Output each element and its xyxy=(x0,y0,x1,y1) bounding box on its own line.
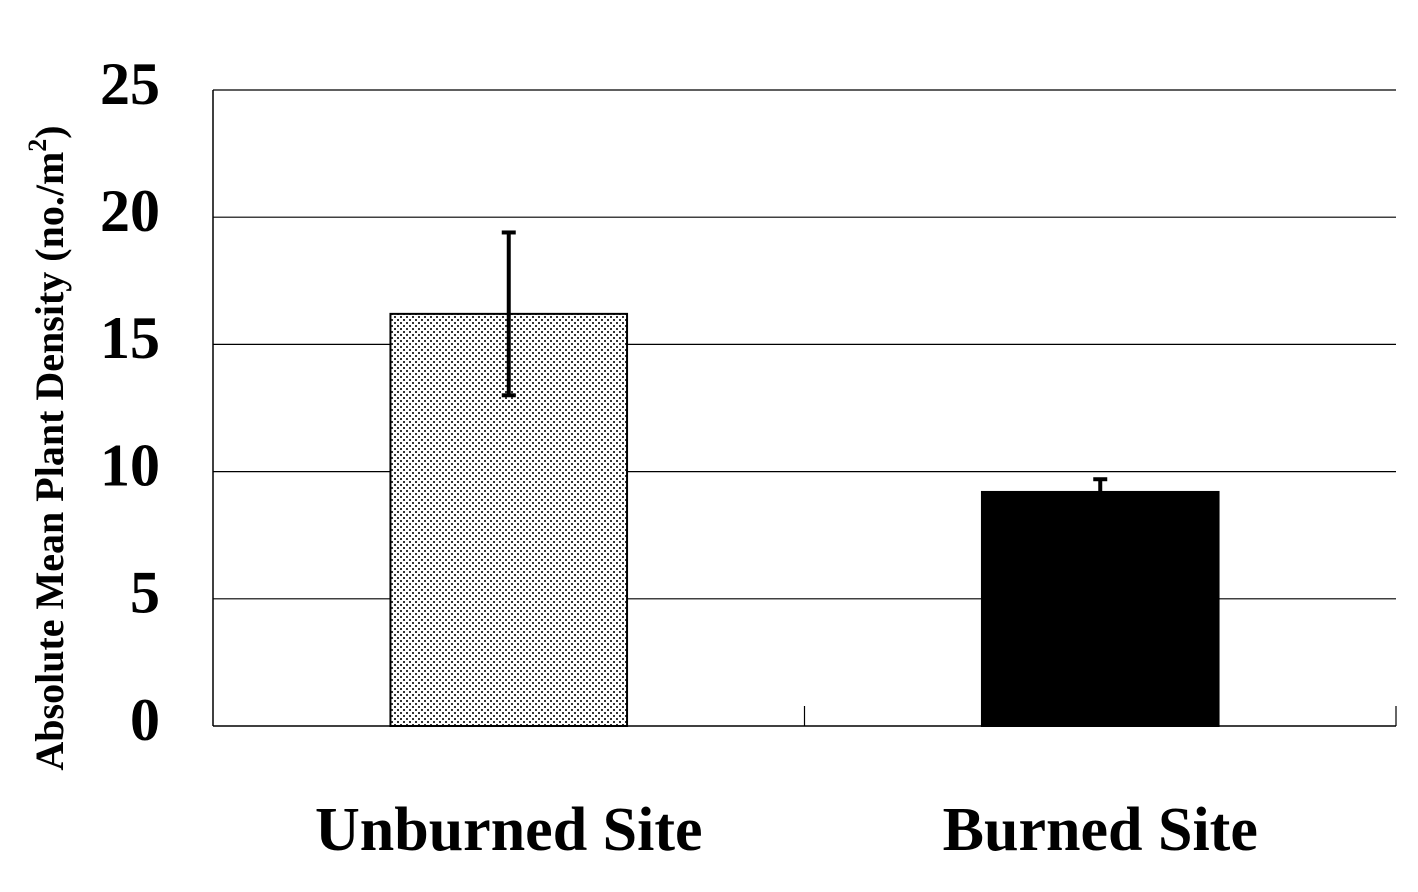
y-tick-label-10: 10 xyxy=(100,432,160,498)
x-category-label-burned-site: Burned Site xyxy=(943,796,1258,864)
bar-burned-site xyxy=(980,490,1220,727)
y-tick-label-20: 20 xyxy=(100,178,160,244)
bars xyxy=(389,312,1220,727)
y-tick-label-25: 25 xyxy=(100,51,160,117)
error-bars xyxy=(501,230,1108,507)
x-category-labels: Unburned Site Burned Site xyxy=(315,796,1258,864)
y-axis-title-close: ) xyxy=(27,125,72,138)
y-axis-title-main: Absolute Mean Plant Density (no./m xyxy=(27,152,72,771)
y-tick-labels: 0 5 10 15 20 25 xyxy=(100,51,160,753)
y-axis-title: Absolute Mean Plant Density (no./m2) xyxy=(23,125,72,770)
y-tick-label-15: 15 xyxy=(100,305,160,371)
y-axis-title-superscript: 2 xyxy=(23,139,52,152)
y-tick-label-5: 5 xyxy=(130,560,160,626)
x-category-label-unburned-site: Unburned Site xyxy=(315,796,703,864)
y-tick-label-0: 0 xyxy=(130,687,160,753)
